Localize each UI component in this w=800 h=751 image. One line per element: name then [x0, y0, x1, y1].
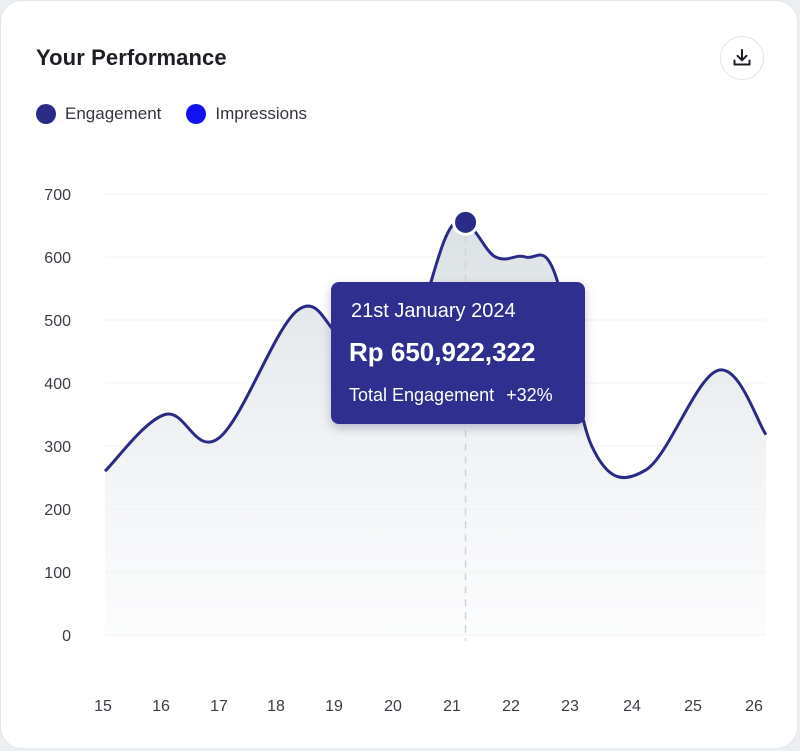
- y-tick-label: 100: [44, 565, 71, 582]
- x-tick-label: 20: [384, 698, 402, 715]
- y-tick-label: 300: [44, 439, 71, 456]
- tooltip-footer: Total Engagement +32%: [349, 385, 585, 406]
- highlight-point[interactable]: [452, 208, 480, 236]
- x-tick-label: 19: [325, 698, 343, 715]
- y-tick-label: 700: [44, 187, 71, 204]
- tooltip-date: 21st January 2024: [351, 300, 516, 322]
- legend-dot-impressions: [186, 104, 207, 124]
- chart-legend: Engagement Impressions: [36, 104, 332, 124]
- card-title: Your Performance: [36, 45, 227, 70]
- legend-item-impressions[interactable]: Impressions: [186, 104, 307, 124]
- y-tick-label: 200: [44, 502, 71, 519]
- tooltip-label: Total Engagement: [349, 385, 495, 405]
- y-tick-label: 600: [44, 250, 71, 267]
- chart-tooltip: 21st January 2024 Rp 650,922,322 Total E…: [331, 282, 585, 424]
- y-tick-label: 500: [44, 313, 71, 330]
- download-button[interactable]: [720, 36, 764, 80]
- y-tick-label: 0: [62, 628, 71, 645]
- y-axis-ticks: 0 100 200 300 400 500 600 700: [44, 187, 71, 645]
- x-tick-label: 17: [210, 698, 228, 715]
- x-tick-label: 21: [443, 698, 461, 715]
- legend-label-impressions: Impressions: [215, 104, 308, 123]
- x-tick-label: 24: [623, 698, 641, 715]
- download-icon: [733, 49, 751, 66]
- y-tick-label: 400: [44, 376, 71, 393]
- x-tick-label: 22: [502, 698, 520, 715]
- x-tick-label: 23: [561, 698, 579, 715]
- legend-item-engagement[interactable]: Engagement: [36, 104, 161, 124]
- series-area-fill: [105, 220, 766, 636]
- tooltip-value: Rp 650,922,322: [349, 337, 536, 367]
- x-tick-label: 18: [267, 698, 285, 715]
- x-tick-label: 15: [94, 698, 112, 715]
- x-tick-label: 16: [152, 698, 170, 715]
- x-tick-label: 25: [684, 698, 702, 715]
- x-axis-ticks: 15 16 17 18 19 20 21 22 23 24 25 26: [94, 698, 763, 715]
- x-tick-label: 26: [745, 698, 763, 715]
- tooltip-change: +32%: [506, 385, 553, 405]
- legend-label-engagement: Engagement: [65, 104, 162, 123]
- legend-dot-engagement: [36, 104, 56, 124]
